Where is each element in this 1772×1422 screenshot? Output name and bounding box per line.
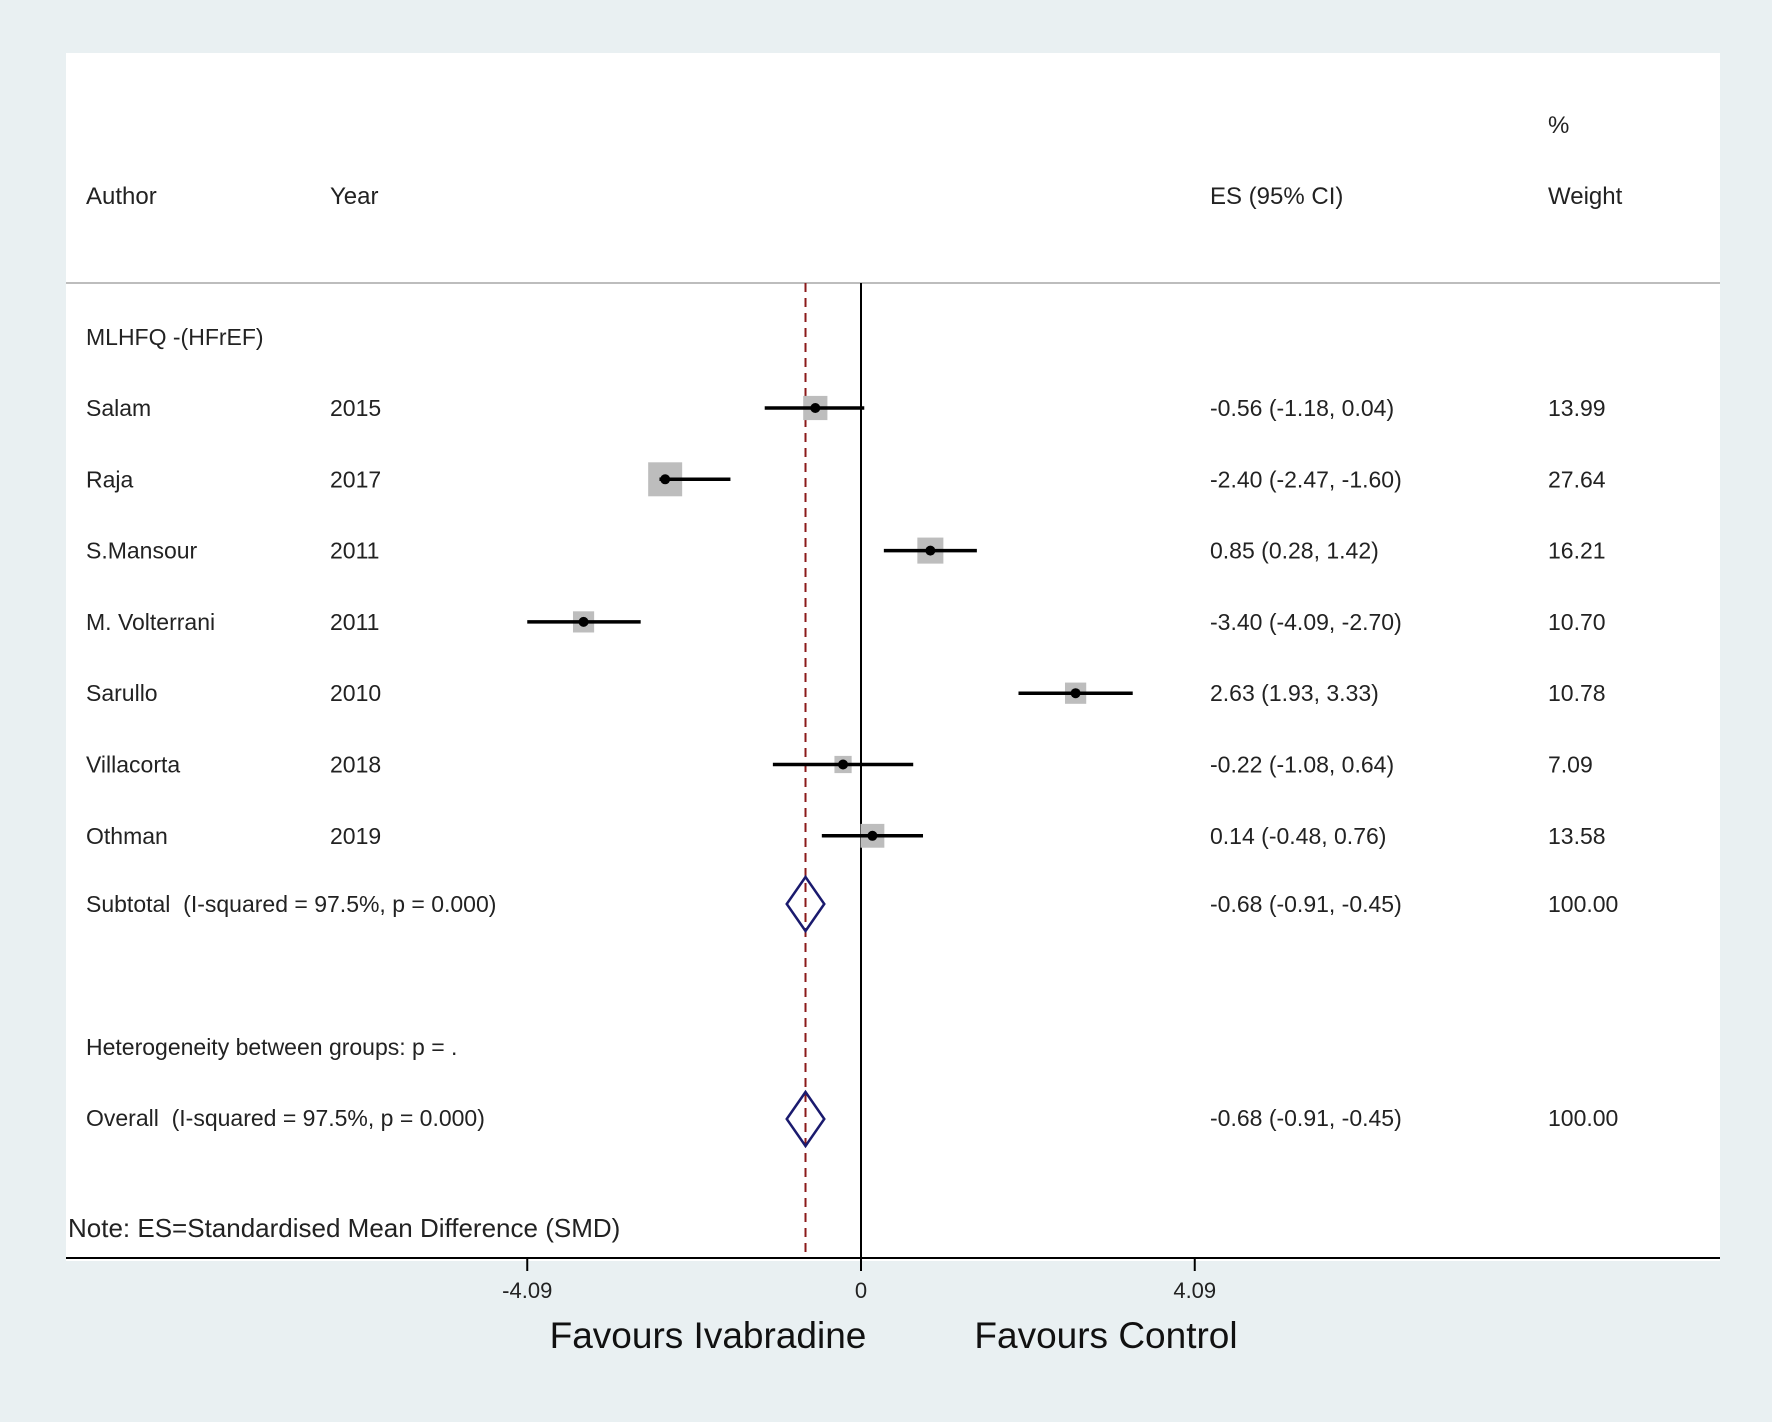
study-point bbox=[867, 830, 878, 841]
group-label: MLHFQ -(HFrEF) bbox=[86, 324, 264, 350]
study-weight-text: 10.78 bbox=[1548, 680, 1606, 706]
study-year: 2011 bbox=[330, 538, 379, 564]
study-weight-text: 7.09 bbox=[1548, 752, 1593, 778]
study-weight-text: 27.64 bbox=[1548, 466, 1606, 492]
study-author: M. Volterrani bbox=[86, 609, 215, 635]
study-es-text: -2.40 (-2.47, -1.60) bbox=[1210, 466, 1402, 492]
study-year: 2010 bbox=[330, 680, 381, 706]
header-es: ES (95% CI) bbox=[1210, 183, 1343, 210]
subtotal-label: Subtotal (I-squared = 97.5%, p = 0.000) bbox=[86, 891, 496, 917]
favours-left-label: Favours Ivabradine bbox=[550, 1315, 867, 1356]
overall-diamond bbox=[785, 1089, 826, 1149]
overall-label: Overall (I-squared = 97.5%, p = 0.000) bbox=[86, 1105, 485, 1131]
study-point bbox=[838, 759, 849, 770]
study-year: 2019 bbox=[330, 823, 381, 849]
study-es-text: 0.14 (-0.48, 0.76) bbox=[1210, 823, 1386, 849]
study-weight-text: 16.21 bbox=[1548, 538, 1606, 564]
study-es-text: 0.85 (0.28, 1.42) bbox=[1210, 538, 1379, 564]
study-author: S.Mansour bbox=[86, 538, 198, 564]
header-year: Year bbox=[330, 183, 379, 210]
study-author: Villacorta bbox=[86, 752, 180, 778]
study-year: 2017 bbox=[330, 466, 381, 492]
study-year: 2011 bbox=[330, 609, 379, 635]
study-point bbox=[925, 545, 936, 556]
study-author: Raja bbox=[86, 466, 134, 492]
x-tick-label: 0 bbox=[855, 1278, 867, 1303]
x-tick-label: -4.09 bbox=[502, 1278, 552, 1303]
subtotal-weight: 100.00 bbox=[1548, 891, 1618, 917]
study-year: 2015 bbox=[330, 395, 381, 421]
header-weight: Weight bbox=[1548, 183, 1623, 210]
study-weight-text: 13.99 bbox=[1548, 395, 1606, 421]
study-es-text: 2.63 (1.93, 3.33) bbox=[1210, 680, 1379, 706]
study-author: Othman bbox=[86, 823, 168, 849]
subtotal-es: -0.68 (-0.91, -0.45) bbox=[1210, 891, 1402, 917]
x-tick-label: 4.09 bbox=[1173, 1278, 1216, 1303]
overall-es: -0.68 (-0.91, -0.45) bbox=[1210, 1105, 1402, 1131]
study-es-text: -3.40 (-4.09, -2.70) bbox=[1210, 609, 1402, 635]
header-author: Author bbox=[86, 183, 157, 210]
study-author: Salam bbox=[86, 395, 151, 421]
study-weight-text: 10.70 bbox=[1548, 609, 1606, 635]
note-text: Note: ES=Standardised Mean Difference (S… bbox=[68, 1213, 620, 1243]
study-es-text: -0.22 (-1.08, 0.64) bbox=[1210, 752, 1394, 778]
study-point bbox=[1070, 688, 1081, 699]
subtotal-diamond bbox=[785, 874, 826, 934]
study-point bbox=[660, 474, 671, 485]
plot-marks: Salam 2015 -0.56 (-1.18, 0.04) 13.99 Raja 201… bbox=[66, 283, 1720, 1303]
study-author: Sarullo bbox=[86, 680, 158, 706]
study-point bbox=[578, 616, 589, 627]
study-point bbox=[810, 403, 821, 413]
study-weight-text: 13.58 bbox=[1548, 823, 1606, 849]
study-es-text: -0.56 (-1.18, 0.04) bbox=[1210, 395, 1394, 421]
plot-panel bbox=[66, 53, 1720, 1261]
overall-weight: 100.00 bbox=[1548, 1105, 1618, 1131]
header-weight-percent: % bbox=[1548, 112, 1569, 139]
heterogeneity-label: Heterogeneity between groups: p = . bbox=[86, 1034, 457, 1060]
favours-right-label: Favours Control bbox=[974, 1315, 1237, 1356]
study-year: 2018 bbox=[330, 752, 381, 778]
